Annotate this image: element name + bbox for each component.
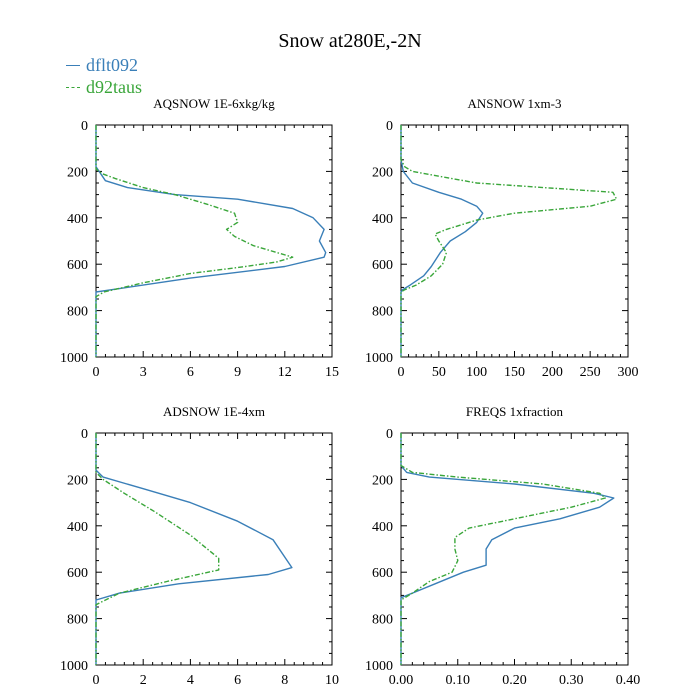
x-tick-label: 10 — [325, 673, 339, 688]
panel-title: ANSNOW 1xm-3 — [467, 96, 561, 111]
y-tick-label: 800 — [67, 305, 88, 320]
y-tick-label: 400 — [67, 212, 88, 227]
panel-title: FREQS 1xfraction — [466, 404, 564, 419]
panel-2: ANSNOW 1xm-3 0 200 400 600 800 1000 0 50 100 150 20… — [365, 96, 639, 380]
x-tick-label: 6 — [234, 673, 241, 688]
x-tick-label: 0.40 — [616, 673, 641, 688]
figure-title: Snow at280E,-2N — [278, 30, 422, 52]
series-line-d92taus — [400, 125, 618, 357]
panel-title: ADSNOW 1E-4xm — [163, 404, 265, 419]
panel-1: AQSNOW 1E-6xkg/kg 0 200 400 600 800 1000 0 3 6 9 12… — [60, 96, 339, 380]
panel-title: AQSNOW 1E-6xkg/kg — [153, 96, 275, 111]
series-line-dflt092 — [95, 433, 293, 665]
x-tick-label: 2 — [140, 673, 147, 688]
x-tick-label: 50 — [432, 365, 446, 380]
x-tick-label: 0 — [398, 365, 405, 380]
legend-entry-dflt092: dflt092 — [66, 54, 142, 76]
x-tick-label: 15 — [325, 365, 339, 380]
panel-frame — [95, 432, 333, 666]
y-tick-label: 1000 — [365, 351, 393, 366]
series-line-d92taus — [95, 433, 220, 665]
x-tick-label: 6 — [187, 365, 194, 380]
y-tick-label: 0 — [81, 427, 88, 442]
x-tick-label: 4 — [187, 673, 194, 688]
y-tick-label: 0 — [386, 427, 393, 442]
y-tick-label: 600 — [67, 258, 88, 273]
x-tick-label: 300 — [618, 365, 639, 380]
series-line-dflt092 — [400, 433, 615, 665]
x-tick-label: 0 — [93, 673, 100, 688]
y-tick-label: 0 — [81, 119, 88, 134]
legend-line-dflt092 — [66, 64, 80, 66]
x-tick-label: 0.30 — [559, 673, 584, 688]
x-tick-label: 0.10 — [446, 673, 471, 688]
y-tick-label: 200 — [67, 165, 88, 180]
y-tick-label: 1000 — [365, 659, 393, 674]
y-tick-label: 800 — [372, 613, 393, 628]
x-tick-label: 100 — [466, 365, 487, 380]
x-tick-label: 3 — [140, 365, 147, 380]
y-tick-label: 800 — [372, 305, 393, 320]
y-tick-label: 600 — [372, 258, 393, 273]
y-tick-label: 400 — [372, 520, 393, 535]
x-tick-label: 8 — [281, 673, 288, 688]
panel-frame — [400, 124, 629, 358]
x-tick-label: 150 — [504, 365, 525, 380]
panel-frame — [95, 124, 333, 358]
legend-entry-d92taus: d92taus — [66, 76, 142, 98]
x-tick-label: 0 — [93, 365, 100, 380]
x-tick-label: 0.00 — [389, 673, 414, 688]
series-line-d92taus — [400, 433, 606, 665]
y-tick-label: 1000 — [60, 659, 88, 674]
x-tick-label: 12 — [278, 365, 292, 380]
y-tick-label: 200 — [372, 473, 393, 488]
series-line-d92taus — [95, 125, 294, 357]
y-tick-label: 0 — [386, 119, 393, 134]
x-tick-label: 200 — [542, 365, 563, 380]
legend-label-d92taus: d92taus — [86, 77, 142, 97]
legend: dflt092 d92taus — [66, 54, 142, 98]
y-tick-label: 200 — [372, 165, 393, 180]
y-tick-label: 200 — [67, 473, 88, 488]
y-tick-label: 400 — [67, 520, 88, 535]
panel-frame — [400, 432, 629, 666]
y-tick-label: 400 — [372, 212, 393, 227]
y-tick-label: 800 — [67, 613, 88, 628]
x-tick-label: 9 — [234, 365, 241, 380]
y-tick-label: 600 — [372, 566, 393, 581]
x-tick-label: 0.20 — [502, 673, 527, 688]
y-tick-label: 1000 — [60, 351, 88, 366]
x-tick-label: 250 — [580, 365, 601, 380]
series-line-dflt092 — [95, 125, 327, 357]
legend-label-dflt092: dflt092 — [86, 55, 138, 75]
y-tick-label: 600 — [67, 566, 88, 581]
panel-3: ADSNOW 1E-4xm 0 200 400 600 800 1000 0 2 4 6 8 10 — [60, 404, 339, 688]
series-line-dflt092 — [400, 125, 484, 357]
legend-line-d92taus — [66, 86, 80, 88]
